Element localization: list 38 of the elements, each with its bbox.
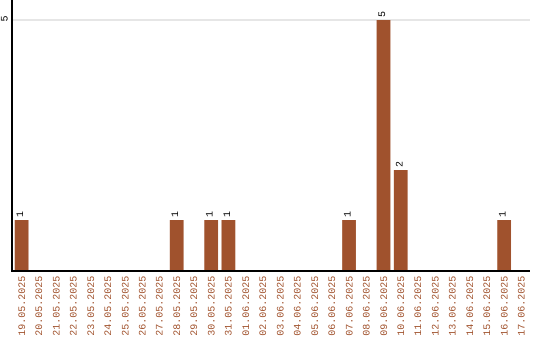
data-label: 2 [395, 160, 406, 167]
x-tick-label: 02.06.2025 [259, 276, 270, 336]
x-tick-label: 20.05.2025 [35, 276, 46, 336]
x-tick-label: 19.05.2025 [18, 276, 29, 336]
x-tick-label: 08.06.2025 [362, 276, 374, 336]
x-tick-label: 11.06.2025 [414, 276, 426, 336]
x-tick-label: 26.05.2025 [138, 276, 150, 336]
x-tick-label: 07.06.2025 [345, 276, 356, 336]
x-tick-label: 04.06.2025 [294, 276, 305, 336]
data-label: 1 [222, 210, 234, 217]
x-tick-label: 01.06.2025 [242, 276, 253, 336]
x-tick-label: 09.06.2025 [380, 276, 391, 336]
x-tick-label: 12.06.2025 [431, 276, 442, 336]
x-tick-label: 31.05.2025 [224, 276, 236, 336]
x-tick-label: 24.05.2025 [104, 276, 116, 336]
x-tick-label: 17.06.2025 [518, 276, 529, 336]
data-label: 5 [378, 10, 390, 17]
x-tick-label: 29.05.2025 [190, 276, 202, 336]
x-tick-label: 30.05.2025 [207, 276, 218, 336]
x-tick-label: 15.06.2025 [483, 276, 494, 336]
x-tick-label: 14.06.2025 [466, 276, 477, 336]
x-tick-label: 25.05.2025 [121, 276, 132, 336]
x-tick-label: 13.06.2025 [448, 276, 460, 336]
x-tick-label: 03.06.2025 [276, 276, 288, 336]
x-tick-label: 10.06.2025 [397, 276, 408, 336]
x-tick-label: 28.05.2025 [172, 276, 184, 336]
data-label: 1 [206, 210, 217, 217]
x-tick-label: 27.05.2025 [156, 276, 167, 336]
data-label: 1 [498, 210, 510, 217]
x-tick-label: 22.05.2025 [70, 276, 81, 336]
x-tick-label: 23.05.2025 [86, 276, 98, 336]
x-tick-label: 21.05.2025 [52, 276, 64, 336]
data-label: 1 [16, 210, 28, 217]
x-tick-label: 06.06.2025 [328, 276, 340, 336]
x-tick-label: 05.06.2025 [310, 276, 322, 336]
data-label: 1 [344, 210, 355, 217]
x-tick-label: 16.06.2025 [500, 276, 512, 336]
data-label: 1 [171, 210, 182, 217]
